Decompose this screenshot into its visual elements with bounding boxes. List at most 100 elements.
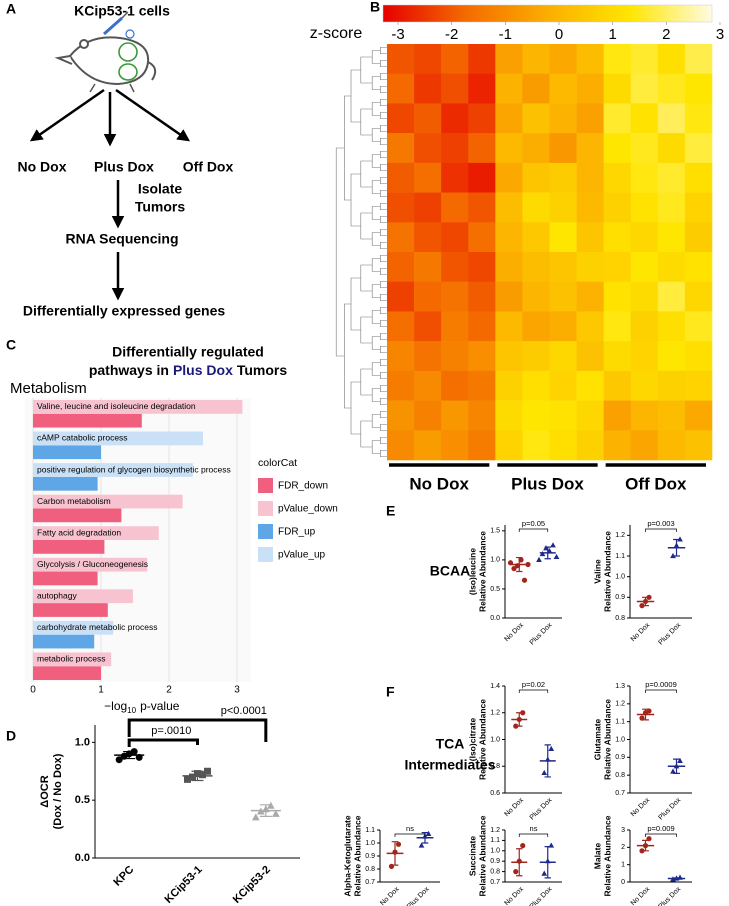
x-tick-label: No Dox bbox=[379, 885, 401, 906]
bar bbox=[33, 494, 183, 509]
y-tick-label: 0.0 bbox=[75, 852, 90, 864]
data-point bbox=[271, 809, 280, 817]
heatmap-cell bbox=[603, 73, 632, 104]
bar bbox=[33, 463, 193, 477]
dendrogram-branch bbox=[371, 154, 381, 168]
y-tick-label: 0.8 bbox=[490, 763, 500, 770]
heatmap-cell bbox=[657, 192, 686, 223]
heatmap-cell bbox=[441, 103, 469, 134]
heatmap-cell bbox=[549, 341, 577, 372]
dendrogram-branch bbox=[371, 414, 381, 428]
heatmap-cell bbox=[495, 162, 523, 193]
heatmap-cell bbox=[495, 103, 523, 134]
y-axis-label: (Iso)citrate bbox=[467, 718, 477, 762]
heatmap-cell bbox=[495, 430, 523, 461]
y-tick-label: 0.6 bbox=[490, 790, 500, 797]
error-bar bbox=[544, 846, 551, 879]
heatmap-cell bbox=[387, 103, 415, 134]
error-bar bbox=[673, 758, 680, 774]
heatmap-cell bbox=[630, 370, 659, 401]
heatmap-cell bbox=[495, 133, 523, 164]
category-label: Valine, leucine and isoleucine degradati… bbox=[37, 401, 196, 411]
heatmap-cell bbox=[657, 44, 686, 75]
y-tick-label: 1.5 bbox=[490, 528, 500, 535]
x-tick-label: KCip53-2 bbox=[231, 864, 273, 906]
y-tick-label: 0.7 bbox=[490, 879, 500, 886]
category-label: Fatty acid degradation bbox=[37, 527, 121, 537]
heatmap-cell bbox=[522, 341, 550, 372]
dendrogram-branch bbox=[380, 46, 387, 55]
dendrogram-branch bbox=[380, 358, 387, 367]
dendrogram-branch bbox=[380, 319, 387, 328]
heatmap-cell bbox=[468, 430, 496, 461]
heatmap-cell bbox=[684, 311, 713, 342]
heatmap-cell bbox=[441, 370, 469, 401]
bar bbox=[33, 413, 142, 428]
dendrogram-branch bbox=[380, 202, 387, 211]
heatmap-cell bbox=[495, 400, 523, 431]
error-bar bbox=[516, 712, 523, 727]
heatmap-cell bbox=[414, 222, 442, 253]
y-tick-label: 1.3 bbox=[615, 683, 625, 690]
heatmap-cell bbox=[657, 400, 686, 431]
heatmap-cell bbox=[630, 162, 659, 193]
heatmap-cell bbox=[414, 311, 442, 342]
heatmap-cell bbox=[441, 162, 469, 193]
dendrogram-branch bbox=[380, 98, 387, 107]
heatmap-cell bbox=[576, 133, 604, 164]
heatmap-cell bbox=[414, 44, 442, 75]
x-tick-label: Plus Dox bbox=[529, 796, 554, 821]
y-tick-label: 0.7 bbox=[615, 790, 625, 797]
heatmap-cell bbox=[603, 400, 632, 431]
dendrogram-branch bbox=[344, 303, 351, 409]
bar bbox=[33, 431, 203, 446]
dendrogram-branch bbox=[371, 206, 381, 220]
heatmap-cell bbox=[441, 341, 469, 372]
y-tick-label: 1.1 bbox=[365, 827, 375, 834]
significance-bracket bbox=[127, 738, 199, 747]
x-tick-label: Plus Dox bbox=[406, 885, 431, 906]
axis-label-part: 10 bbox=[127, 706, 136, 715]
heatmap-cell bbox=[522, 73, 550, 104]
error-bar bbox=[391, 841, 399, 866]
heatmap-cell bbox=[576, 162, 604, 193]
heatmap-cell bbox=[441, 311, 469, 342]
heatmap-cell bbox=[441, 222, 469, 253]
axis-label-part: p-value bbox=[140, 699, 180, 713]
y-axis-label: Relative Abundance bbox=[602, 815, 612, 896]
dendrogram-branch bbox=[360, 212, 373, 240]
dendrogram-branch bbox=[380, 85, 387, 94]
heatmap-cell bbox=[495, 370, 523, 401]
dendrogram-branch bbox=[371, 284, 381, 298]
heatmap-cell bbox=[468, 341, 496, 372]
data-point bbox=[418, 842, 425, 848]
heatmap-cell bbox=[576, 311, 604, 342]
dendrogram-branch bbox=[380, 150, 387, 159]
heatmap-cell bbox=[630, 341, 659, 372]
heatmap-cell bbox=[495, 44, 523, 75]
y-tick-label: 3 bbox=[621, 827, 625, 834]
heatmap-cell bbox=[387, 162, 415, 193]
heatmap-cell bbox=[495, 73, 523, 104]
y-tick-label: 1.0 bbox=[365, 840, 375, 847]
dendrogram-branch bbox=[380, 111, 387, 120]
dendrogram-branch bbox=[371, 440, 381, 454]
heatmap-cell bbox=[603, 44, 632, 75]
y-tick-label: 0.8 bbox=[365, 866, 375, 873]
category-label: Glycolysis / Gluconeogenesis bbox=[37, 559, 148, 569]
x-tick-label: KCip53-1 bbox=[162, 864, 204, 906]
heatmap-cell bbox=[684, 400, 713, 431]
y-tick-label: 1.2 bbox=[490, 710, 500, 717]
legend-swatch bbox=[258, 501, 273, 516]
dendrogram-branch bbox=[360, 420, 373, 448]
section-label: BCAA bbox=[430, 563, 470, 579]
x-tick-label: No Dox bbox=[504, 621, 526, 643]
error-bar bbox=[673, 877, 680, 880]
y-tick-label: 1.2 bbox=[615, 532, 625, 539]
dendrogram-branch bbox=[380, 423, 387, 432]
heatmap-cell bbox=[414, 192, 442, 223]
dendrogram-branch bbox=[380, 189, 387, 198]
x-tick-label: 1 bbox=[98, 685, 104, 696]
heatmap-cell bbox=[522, 103, 550, 134]
